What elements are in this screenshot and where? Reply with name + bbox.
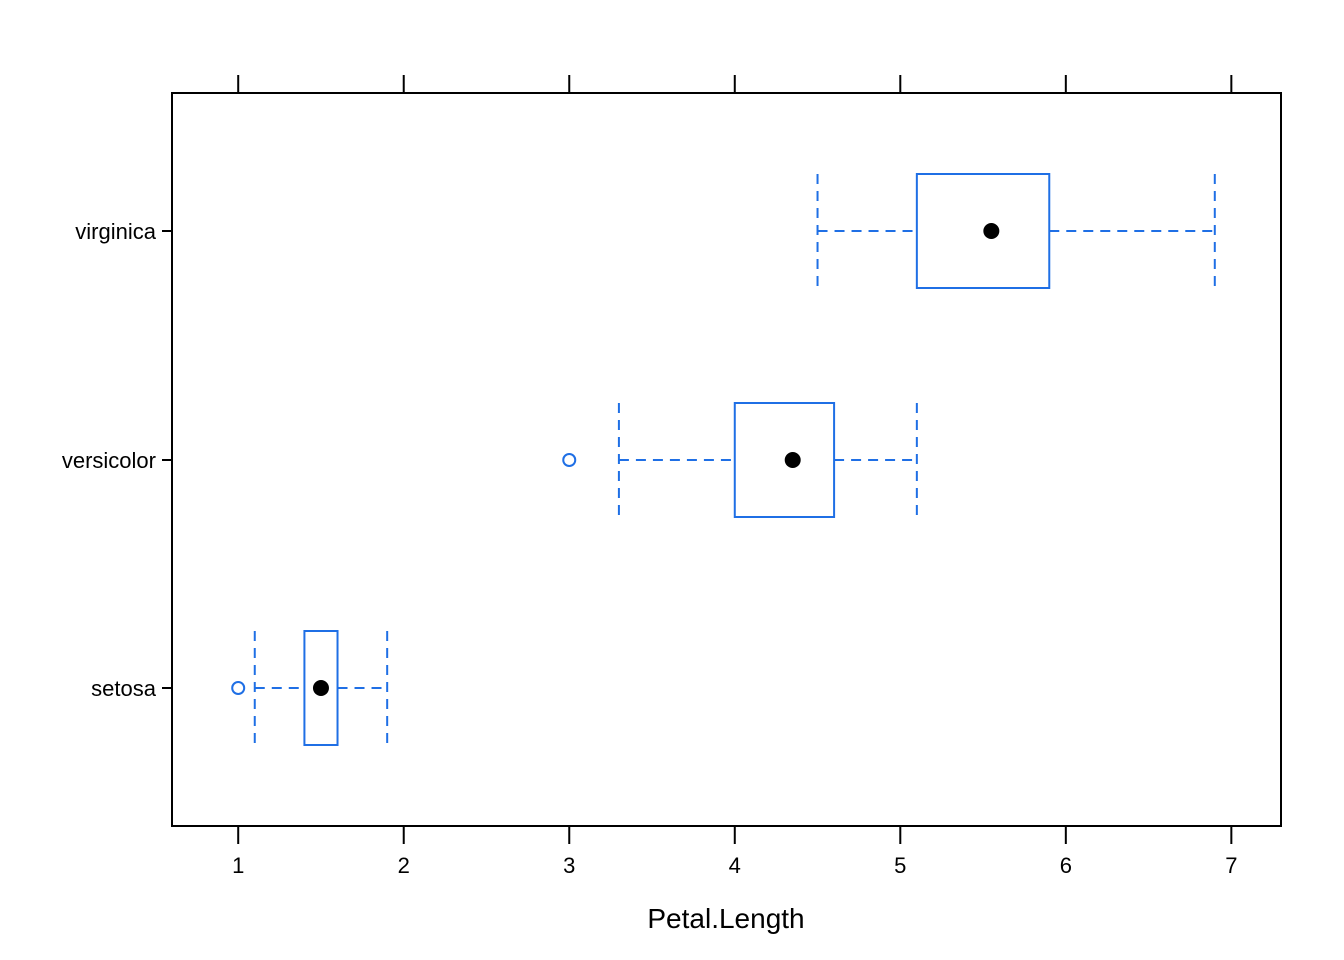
y-tick-label-versicolor: versicolor [62,448,156,473]
box-group-virginica [816,173,1216,289]
x-tick-label: 4 [729,853,741,878]
box-iqr [303,630,339,746]
outlier-point [231,681,246,695]
outlier-point [562,453,577,467]
x-tick-label: 6 [1060,853,1072,878]
x-axis-bottom: 1 2 3 4 5 6 7 [232,826,1237,878]
x-axis-title: Petal.Length [647,903,804,934]
x-tick-label: 7 [1225,853,1237,878]
x-axis-top [237,75,1233,93]
median-dot [312,680,329,696]
x-tick-label: 1 [232,853,244,878]
y-tick-label-virginica: virginica [75,219,156,244]
median-dot [784,452,801,468]
x-tick-label: 2 [398,853,410,878]
y-axis: virginica versicolor setosa [62,219,172,701]
box-group-versicolor [562,402,918,518]
box-group-setosa [231,630,389,746]
y-tick-label-setosa: setosa [91,676,157,701]
box-series [231,173,1216,746]
box-iqr [915,173,1051,289]
x-tick-label: 5 [894,853,906,878]
x-tick-label: 3 [563,853,575,878]
box-iqr [733,402,836,518]
median-dot [983,223,1000,239]
